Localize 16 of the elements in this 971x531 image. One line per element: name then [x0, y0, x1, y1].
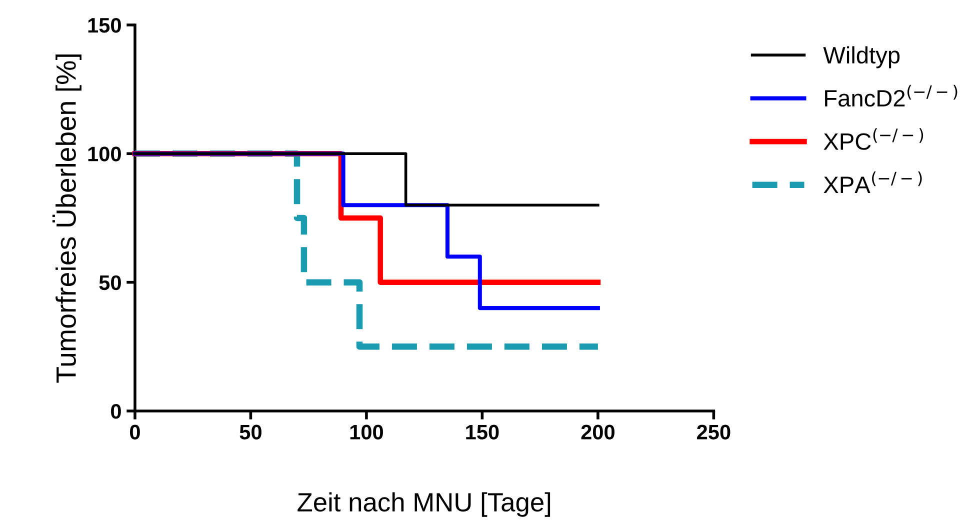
legend-label: Wildtyp — [823, 46, 900, 68]
y-tick-label: 100 — [88, 146, 121, 162]
legend-label: FancD2$^{(−/−)}$ — [825, 84, 958, 107]
x-tick-label: 150 — [466, 424, 499, 440]
x-tick-label: 50 — [240, 424, 262, 440]
y-axis-title: Tumorfreies Überleben [%] — [52, 54, 82, 383]
y-tick-label: 50 — [99, 275, 121, 290]
x-axis-title: Zeit nach MNU [Tage] — [298, 492, 550, 517]
legend-label: XPA$^{(−/−)}$ — [824, 171, 922, 193]
x-tick-label: 0 — [130, 424, 140, 440]
x-tick-label: 250 — [697, 424, 730, 440]
x-tick-label: 200 — [581, 424, 614, 440]
legend-label: XPC$^{(−/−)}$ — [824, 128, 924, 150]
x-tick-label: 100 — [350, 424, 383, 440]
y-tick-label: 0 — [111, 404, 121, 419]
y-tick-label: 150 — [88, 18, 121, 33]
